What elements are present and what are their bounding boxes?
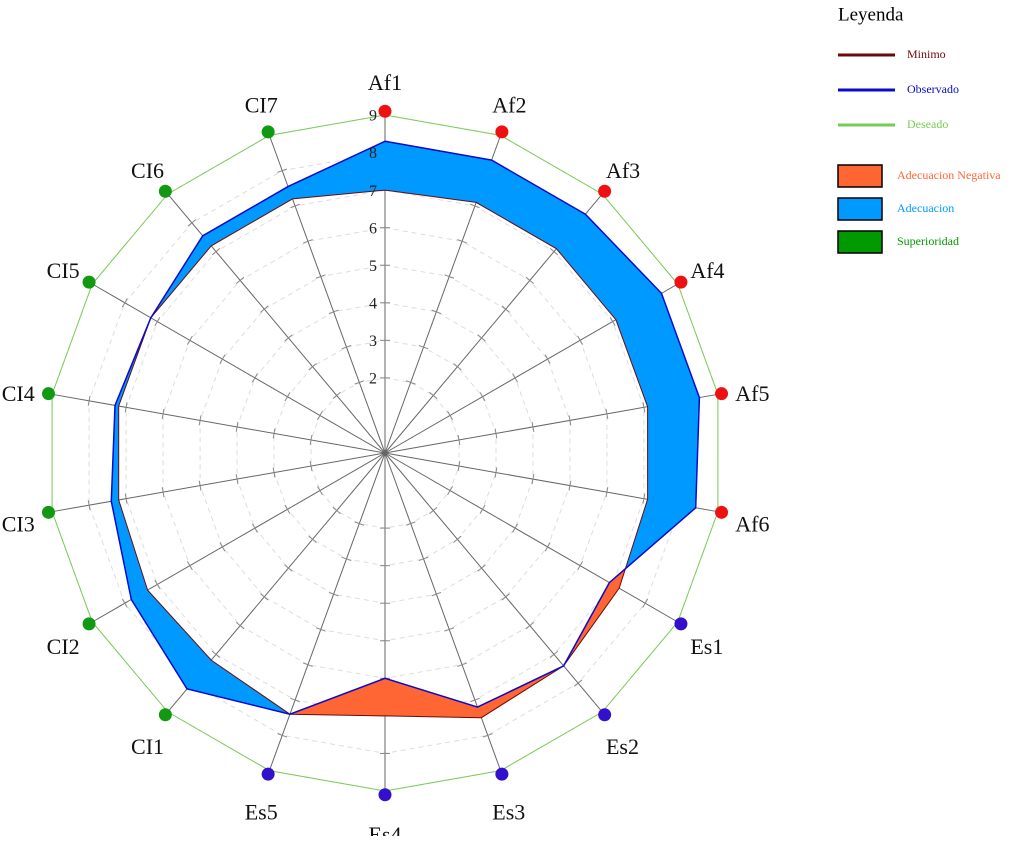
category-marker [715,505,729,519]
category-label: Af1 [368,70,402,95]
category-marker [598,708,612,722]
category-marker [82,617,96,631]
legend-label: Superioridad [897,234,959,248]
category-label: Es3 [492,799,525,824]
legend-swatch [837,164,883,188]
category-marker [674,275,688,289]
category-label: CI2 [47,634,80,659]
category-label: Es4 [369,822,402,836]
category-marker [82,275,96,289]
tick-mark [87,395,91,406]
category-label: CI7 [245,93,278,118]
tick-label: 6 [369,220,377,237]
tick-mark [573,679,583,687]
tick-mark [277,168,288,173]
legend-label: Adecuacion Negativa [897,168,1001,182]
category-marker [715,387,729,401]
category-marker [261,767,275,781]
category-marker [598,184,612,198]
category-label: CI1 [131,734,164,759]
category-marker [41,387,55,401]
tick-mark [277,733,288,738]
category-label: Af6 [735,511,769,536]
legend-swatch [837,230,883,254]
tick-mark [642,598,649,608]
tick-label: 9 [369,108,377,125]
category-marker [158,708,172,722]
category-marker [41,505,55,519]
category-label: Es1 [690,634,723,659]
tick-label: 7 [369,183,377,200]
series-line [110,140,701,715]
tick-mark [121,598,128,608]
category-marker [158,184,172,198]
tick-label: 8 [369,145,377,162]
category-label: CI3 [2,511,35,536]
legend-label: Adecuacion [897,201,954,215]
category-label: CI4 [2,381,35,406]
category-label: Es5 [245,799,278,824]
category-label: Af3 [606,158,640,183]
category-marker [495,767,509,781]
legend-label: Minimo [907,47,946,61]
category-label: CI6 [131,158,164,183]
category-label: Af5 [735,381,769,406]
category-label: CI5 [47,258,80,283]
tick-mark [482,733,493,738]
legend-label: Deseado [907,117,948,131]
category-label: Es2 [606,734,639,759]
area-superiority [111,141,700,715]
legend-title: Leyenda [838,4,904,25]
tick-label: 4 [369,295,377,312]
category-marker [378,104,392,118]
category-marker [674,617,688,631]
tick-label: 5 [369,258,377,275]
tick-mark [187,219,197,227]
tick-mark [121,298,128,308]
legend-swatch [837,197,883,221]
tick-label: 2 [369,371,377,388]
legend-label: Observado [907,82,959,96]
category-marker [261,125,275,139]
tick-label: 3 [369,333,377,350]
tick-mark [87,500,91,511]
category-marker [378,788,392,802]
category-label: Af2 [492,93,526,118]
category-label: Af4 [690,258,724,283]
category-marker [495,125,509,139]
